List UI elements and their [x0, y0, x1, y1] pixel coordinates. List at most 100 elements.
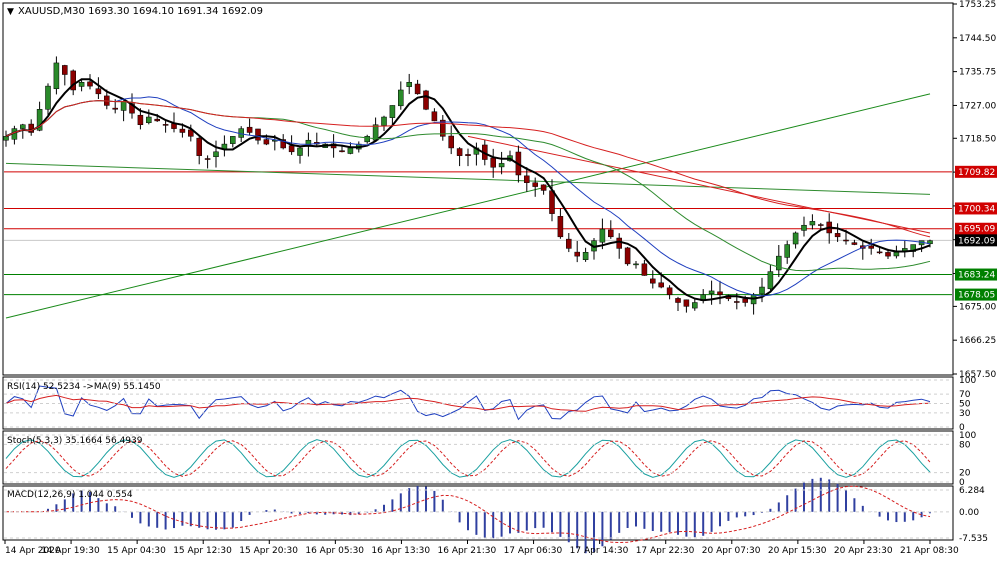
candle: [767, 271, 774, 290]
candle: [893, 252, 900, 257]
price-tick-label: 1666.25: [959, 336, 996, 346]
candle: [616, 237, 622, 249]
time-tick-label: 16 Apr 21:30: [438, 546, 497, 556]
candle: [389, 105, 396, 118]
candle: [3, 136, 9, 141]
indicator-tick-label: 6.284: [959, 486, 985, 496]
price-axis: 1753.25 1744.50 1735.75 1727.00 1718.50 1709.…: [953, 0, 996, 380]
time-tick-label: 20 Apr 15:30: [768, 546, 827, 556]
stoch-label: Stoch(5,3,3) 35.1664 56.4939: [7, 436, 143, 446]
candle: [364, 136, 370, 143]
candle: [599, 228, 606, 243]
candles: [3, 56, 933, 315]
candle: [179, 128, 186, 133]
time-tick-label: 17 Apr 14:30: [570, 546, 629, 556]
candle: [784, 244, 790, 258]
level-tag-label: 1695.09: [958, 225, 995, 235]
candle: [532, 182, 538, 187]
candle: [582, 252, 589, 260]
candle: [272, 139, 278, 142]
macd-signal-line: [6, 485, 931, 544]
candle: [347, 147, 354, 154]
time-tick-label: 20 Apr 07:30: [702, 546, 761, 556]
level-tag-label: 1678.05: [958, 291, 995, 301]
candle: [53, 62, 60, 90]
candle: [120, 101, 127, 111]
candle: [263, 139, 270, 145]
candle: [112, 107, 118, 110]
candle: [834, 233, 841, 238]
indicator-tick-label: 70: [959, 390, 971, 400]
price-tick-label: 1753.25: [959, 0, 996, 10]
indicator-tick-label: 100: [959, 376, 976, 386]
trendline[interactable]: [5, 93, 931, 319]
candle: [776, 255, 782, 271]
level-tag: [955, 165, 997, 178]
indicator-tick-label: 0: [959, 423, 965, 433]
price-tick-label: 1744.50: [959, 34, 996, 44]
price-tick-label: 1735.75: [959, 68, 996, 78]
candle: [490, 157, 496, 168]
candle: [650, 278, 656, 284]
candle: [465, 154, 471, 156]
moving-average-line: [5, 96, 931, 297]
candle: [759, 286, 765, 295]
level-tag-label: 1683.24: [958, 271, 995, 281]
indicator-tick-label: -7.535: [959, 534, 988, 544]
candle: [381, 116, 387, 126]
candle: [885, 252, 891, 257]
indicator-tick-label: 100: [959, 431, 976, 441]
indicator-tick-label: 80: [959, 440, 971, 450]
macd-label: MACD(12,26,9) 1.044 0.554: [7, 490, 133, 500]
time-tick-label: 16 Apr 13:30: [371, 546, 430, 556]
rsi-line: [5, 385, 931, 421]
indicator-tick-label: 20: [959, 469, 971, 479]
indicator-tick-label: 0.00: [959, 508, 979, 518]
trendlines: [5, 93, 931, 319]
candle: [809, 221, 816, 226]
chart-header: XAUUSD,M30 1693.30 1694.10 1691.34 1692.…: [18, 6, 263, 17]
candle: [87, 81, 93, 87]
candle: [36, 109, 43, 131]
candle: [927, 240, 933, 245]
candle: [734, 301, 740, 303]
candle: [566, 238, 572, 249]
main-pane[interactable]: [2, 2, 954, 376]
rsi-lines: [5, 385, 931, 421]
candle: [641, 263, 648, 276]
trendline[interactable]: [5, 162, 931, 195]
candle: [297, 147, 303, 156]
time-tick-label: 17 Apr 22:30: [636, 546, 695, 556]
stoch-lines: [5, 439, 931, 478]
candle: [62, 65, 68, 75]
candle: [666, 287, 673, 296]
candle: [448, 135, 454, 149]
macd-bars: [6, 477, 931, 554]
moving-averages: [5, 78, 931, 302]
candle: [801, 224, 807, 231]
macd-pane[interactable]: [2, 485, 954, 541]
horizontal-levels: [4, 171, 952, 296]
indicator-tick-label: 30: [959, 409, 971, 419]
candle: [78, 82, 85, 87]
candle: [574, 251, 580, 257]
candle: [280, 139, 286, 149]
candle: [70, 70, 76, 91]
level-tag-label: 1692.09: [958, 236, 995, 246]
moving-average-line: [5, 78, 931, 302]
candle: [204, 158, 211, 160]
trendline[interactable]: [467, 135, 931, 234]
symbol-dropdown-icon[interactable]: ▼: [7, 7, 14, 17]
candle: [154, 118, 160, 122]
candle: [683, 299, 690, 307]
stoch-pane[interactable]: [2, 430, 954, 485]
time-tick-label: 17 Apr 06:30: [504, 546, 563, 556]
stoch-signal-line: [5, 440, 931, 477]
candle: [792, 232, 799, 245]
candle: [440, 119, 446, 137]
time-tick-label: 15 Apr 04:30: [107, 546, 166, 556]
